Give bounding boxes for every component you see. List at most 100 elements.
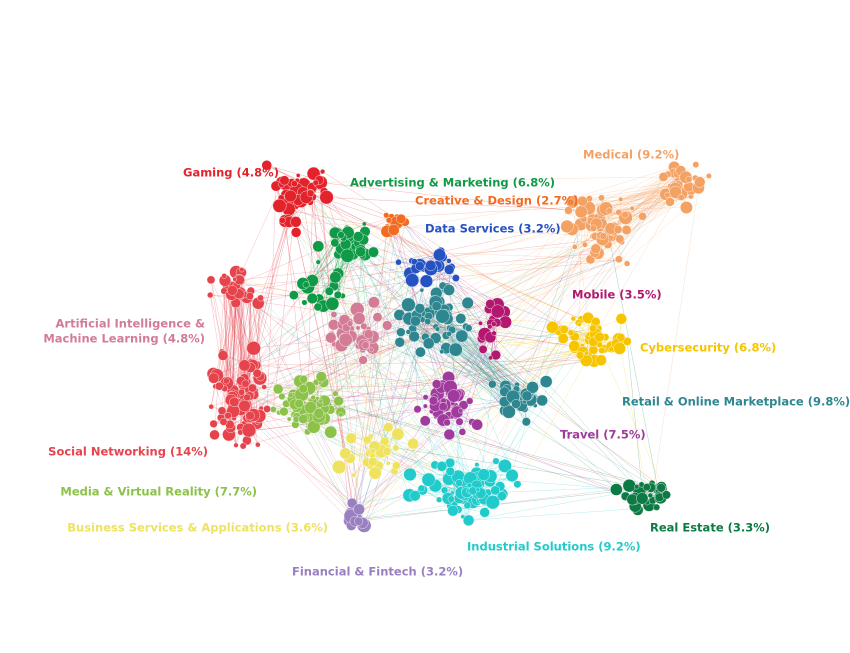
node <box>290 216 302 228</box>
node <box>396 213 407 224</box>
edge <box>364 254 436 339</box>
node <box>263 405 271 413</box>
node <box>392 444 400 452</box>
node <box>302 281 310 289</box>
node <box>284 189 297 203</box>
node <box>446 331 452 337</box>
node <box>559 324 569 334</box>
node <box>422 403 428 409</box>
edge <box>349 345 363 521</box>
edge <box>460 318 579 324</box>
node <box>622 479 637 493</box>
edge <box>391 201 670 218</box>
edge <box>210 294 575 347</box>
node <box>395 258 402 266</box>
edge <box>289 228 614 420</box>
node <box>248 383 257 393</box>
node <box>360 322 368 330</box>
edge <box>333 344 368 441</box>
edge <box>258 256 443 304</box>
edge <box>260 259 620 299</box>
edge <box>396 216 491 338</box>
edge <box>517 360 587 485</box>
node <box>364 451 370 457</box>
node <box>615 255 623 264</box>
edge <box>373 248 596 303</box>
node <box>261 160 272 171</box>
node <box>239 442 247 450</box>
node <box>422 394 429 401</box>
edge <box>224 287 228 389</box>
node <box>325 296 340 311</box>
node <box>455 313 467 324</box>
node <box>403 467 417 482</box>
edge <box>226 297 248 384</box>
node <box>332 459 347 475</box>
edge <box>266 165 298 181</box>
node <box>419 287 425 293</box>
node <box>382 320 393 331</box>
node <box>329 271 342 284</box>
edge <box>313 173 464 406</box>
node <box>238 399 251 413</box>
node <box>428 396 439 406</box>
node <box>315 371 327 383</box>
node <box>261 384 267 390</box>
node <box>310 395 316 401</box>
edge <box>312 196 605 212</box>
node <box>382 447 392 456</box>
cluster-label: Industrial Solutions (9.2%) <box>467 540 641 554</box>
node <box>217 406 227 416</box>
node <box>221 273 228 279</box>
node <box>492 457 500 465</box>
node <box>301 299 308 306</box>
node <box>318 398 324 404</box>
node <box>298 384 308 394</box>
node <box>694 176 706 188</box>
node <box>613 225 623 234</box>
edge <box>435 326 543 401</box>
node <box>521 390 533 402</box>
edge <box>435 338 564 486</box>
edge <box>213 303 333 379</box>
edge <box>400 331 517 390</box>
node <box>298 414 309 424</box>
edge <box>618 194 668 213</box>
node <box>485 299 496 309</box>
node <box>443 284 455 296</box>
edge <box>620 183 675 200</box>
node <box>452 274 460 282</box>
node <box>362 221 367 227</box>
edge <box>353 443 414 476</box>
edge <box>605 181 679 209</box>
edge <box>419 308 543 401</box>
node <box>539 375 553 388</box>
edge <box>480 244 586 489</box>
node <box>214 381 224 391</box>
node <box>466 482 473 489</box>
edge <box>299 201 595 325</box>
node <box>241 422 257 438</box>
edge <box>320 182 335 345</box>
edge <box>372 461 484 475</box>
edge <box>346 227 474 492</box>
node <box>312 179 319 186</box>
node <box>568 340 581 352</box>
node <box>513 480 522 489</box>
edge <box>266 186 277 409</box>
edge <box>266 165 298 181</box>
node <box>490 349 501 361</box>
node <box>370 448 376 454</box>
edge <box>479 355 497 484</box>
node <box>436 461 448 472</box>
edge <box>601 350 667 495</box>
edge <box>593 174 668 229</box>
edge <box>400 331 442 352</box>
cluster-label: Real Estate (3.3%) <box>650 521 770 535</box>
node <box>346 497 358 509</box>
edge <box>350 222 406 517</box>
edge <box>350 388 508 517</box>
edge <box>349 486 662 521</box>
